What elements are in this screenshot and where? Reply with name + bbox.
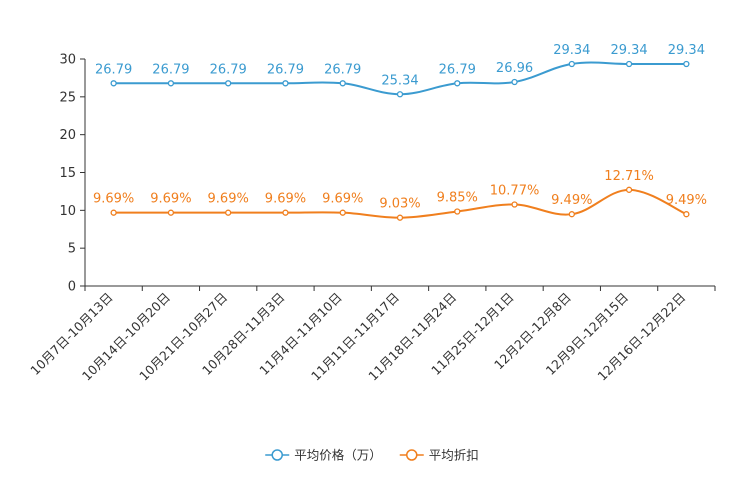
data-point [110,209,117,216]
data-label: 9.69% [150,192,191,207]
data-label: 10.77% [490,184,540,199]
data-label: 25.34 [381,73,418,88]
data-point [568,60,575,68]
data-point [625,186,633,193]
data-label: 29.34 [668,43,705,58]
data-point [683,211,690,218]
data-point [339,209,346,216]
data-label: 26.79 [324,62,361,77]
legend-item-1[interactable]: 平均价格（万） [265,448,382,463]
data-label: 26.79 [152,62,189,77]
y-tick-label: 30 [59,53,76,68]
data-point [511,78,518,86]
data-label: 29.34 [610,43,647,58]
data-point [167,80,175,87]
series-layer: 26.79 26.79 26.79 26.79 26.79 25.34 26.79 26.96… [93,43,707,221]
data-label: 26.79 [210,62,247,77]
legend-label: 平均价格（万） [294,448,382,463]
data-label: 26.96 [496,61,533,76]
data-label: 9.49% [666,193,707,208]
data-point [339,80,346,87]
y-tick-label: 20 [59,128,76,143]
y-tick-label: 25 [59,90,76,105]
data-point [167,209,175,216]
legend-marker-icon [406,449,418,461]
data-label: 9.69% [322,192,363,207]
data-point [568,211,575,218]
data-point [683,60,690,68]
data-label: 9.69% [265,192,306,207]
data-point [396,91,404,98]
data-point [282,209,289,216]
data-label: 26.79 [95,62,132,77]
data-label: 29.34 [553,43,590,58]
legend-label: 平均折扣 [429,448,479,463]
data-point [454,208,461,215]
data-label: 9.69% [208,192,249,207]
data-label: 9.85% [437,190,478,205]
legend[interactable]: 平均价格（万） 平均折扣 [265,448,479,463]
legend-item-2[interactable]: 平均折扣 [399,448,479,463]
data-point [282,80,289,87]
data-point [225,209,232,216]
data-point [454,80,461,87]
series-1: 26.79 26.79 26.79 26.79 26.79 25.34 26.79 26.96… [95,43,705,98]
y-tick-label: 15 [59,166,76,181]
data-point [396,214,404,221]
y-tick-label: 5 [68,242,76,257]
axes: 05101520253010月7日-10月13日10月14日-10月20日10月… [27,53,716,384]
data-point [225,80,232,87]
data-point [511,201,518,208]
series-2: 9.69% 9.69% 9.69% 9.69% 9.69% 9.03% 9.85% 10.77… [93,169,707,221]
data-label: 9.03% [379,197,420,212]
data-point [625,60,633,68]
data-label: 26.79 [439,62,476,77]
y-tick-label: 0 [68,280,76,295]
data-label: 9.69% [93,192,134,207]
data-label: 12.71% [604,169,654,184]
data-point [110,80,117,87]
y-tick-label: 10 [59,204,76,219]
data-label: 9.49% [551,193,592,208]
legend-marker-icon [271,449,283,461]
data-label: 26.79 [267,62,304,77]
